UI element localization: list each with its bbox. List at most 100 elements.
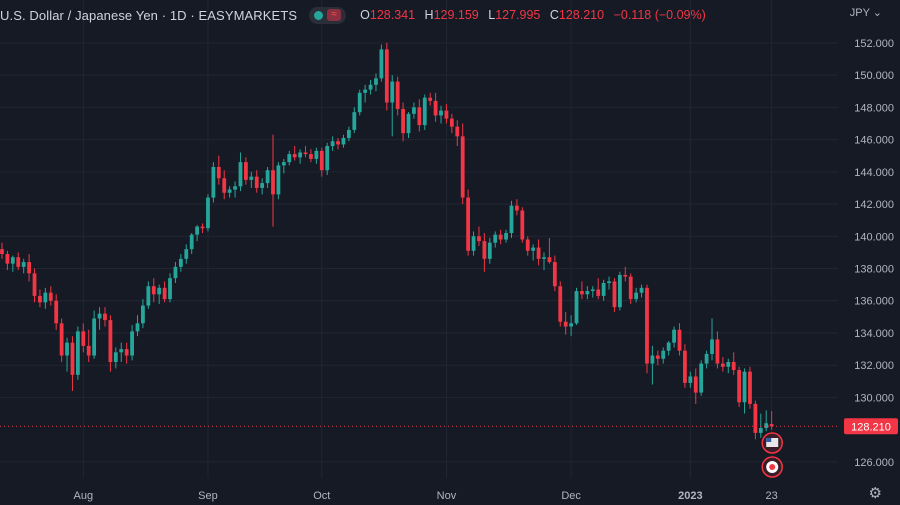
candle-body xyxy=(16,257,21,267)
time-tick-label: Oct xyxy=(313,490,330,502)
candle-body xyxy=(384,49,389,103)
currency-selector[interactable]: JPY ⌄ xyxy=(849,7,882,19)
candle-body xyxy=(162,287,167,300)
candle-body xyxy=(574,291,579,324)
candle-body xyxy=(395,81,400,109)
candle-body xyxy=(634,292,639,300)
candle-body xyxy=(222,178,227,193)
candle-body xyxy=(86,345,91,356)
candle-body xyxy=(298,152,302,158)
candle-body xyxy=(607,281,611,284)
candle-body xyxy=(227,189,232,193)
candle-body xyxy=(38,295,42,303)
us-flag-canton-icon xyxy=(766,438,772,442)
market-open-dot-icon xyxy=(314,10,324,20)
candle-body xyxy=(184,249,189,259)
gear-icon[interactable]: ⚙ xyxy=(868,485,882,502)
candle-body xyxy=(487,242,492,259)
high-value: 129.159 xyxy=(433,8,479,22)
candle-body xyxy=(281,162,286,166)
candle-body xyxy=(325,146,330,171)
last-price-tag-label: 128.210 xyxy=(851,421,891,433)
candle-body xyxy=(363,89,368,93)
low-value: 127.995 xyxy=(495,8,541,22)
open-value: 128.341 xyxy=(369,8,416,22)
candle-body xyxy=(748,371,752,404)
candle-body xyxy=(287,154,292,163)
time-tick-label: Aug xyxy=(74,490,94,502)
candle-body xyxy=(471,236,476,251)
price-tick-label: 136.000 xyxy=(854,296,894,308)
candle-body xyxy=(552,262,557,287)
candle-body xyxy=(590,289,595,292)
candle-body xyxy=(233,186,237,190)
candle-body xyxy=(254,176,259,188)
time-tick-label: 2023 xyxy=(678,490,702,502)
candle-body xyxy=(704,353,709,364)
time-tick-label: 23 xyxy=(766,490,778,502)
candle-body xyxy=(525,239,530,251)
candle-body xyxy=(563,321,568,327)
candle-body xyxy=(753,403,758,433)
us-flag-stripes-icon xyxy=(766,438,779,447)
candle-body xyxy=(59,323,64,356)
candle-body xyxy=(585,291,590,295)
candle-body xyxy=(558,286,563,322)
high-label: H xyxy=(424,8,434,22)
candle-body xyxy=(271,170,275,195)
candle-body xyxy=(43,292,48,303)
candle-body xyxy=(113,352,118,362)
candle-body xyxy=(130,331,134,356)
candle-body xyxy=(265,170,270,184)
candle-body xyxy=(357,92,362,113)
candle-body xyxy=(672,329,676,343)
price-axis[interactable]: 152.000 150.000 148.000 146.000 144.000 142.0… xyxy=(854,38,894,469)
candle-body xyxy=(677,329,682,351)
candle-body xyxy=(200,226,205,229)
price-tick-label: 130.000 xyxy=(854,392,894,404)
candle-body xyxy=(206,197,210,229)
price-tick-label: 142.000 xyxy=(854,199,894,211)
wave-icon: ≈ xyxy=(327,9,342,21)
candle-body xyxy=(97,313,102,319)
candle-body xyxy=(319,150,324,171)
candle-body xyxy=(141,305,145,324)
candle-body xyxy=(683,350,687,383)
candle-body xyxy=(758,428,763,433)
candlestick-series xyxy=(0,42,774,440)
candle-body xyxy=(769,424,774,427)
candle-body xyxy=(460,136,465,198)
candle-body xyxy=(352,112,357,130)
candle-body xyxy=(444,110,449,119)
candle-body xyxy=(124,349,129,356)
price-tick-label: 126.000 xyxy=(854,457,894,469)
candle-body xyxy=(195,226,200,235)
candle-body xyxy=(249,176,254,180)
candle-body xyxy=(75,331,80,375)
candle-body xyxy=(612,281,617,308)
chart-overlay: 128.210 xyxy=(0,418,898,478)
change-value: −0.118 (−0.09%) xyxy=(613,8,706,22)
candle-body xyxy=(27,262,31,274)
candle-body xyxy=(65,342,69,356)
market-status-pill[interactable]: ≈ xyxy=(309,6,347,24)
close-label: C xyxy=(549,8,559,22)
candle-body xyxy=(5,254,10,264)
open-label: O xyxy=(360,8,370,22)
price-tick-label: 152.000 xyxy=(854,38,894,50)
symbol-title[interactable]: U.S. Dollar / Japanese Yen · 1D · EASYMA… xyxy=(0,7,298,23)
jp-flag-sun-icon xyxy=(769,464,776,470)
price-tick-label: 148.000 xyxy=(854,102,894,114)
time-axis[interactable]: Aug Sep Oct Nov Dec 2023 23 xyxy=(74,490,778,502)
candle-body xyxy=(336,141,340,145)
candle-body xyxy=(726,361,731,367)
candle-body xyxy=(146,286,151,306)
candle-body xyxy=(168,278,172,300)
candle-body xyxy=(216,166,221,179)
candle-body xyxy=(108,320,113,362)
candle-body xyxy=(157,287,162,295)
candle-body xyxy=(244,162,248,180)
candle-body xyxy=(346,129,351,138)
candle-body xyxy=(650,355,655,364)
